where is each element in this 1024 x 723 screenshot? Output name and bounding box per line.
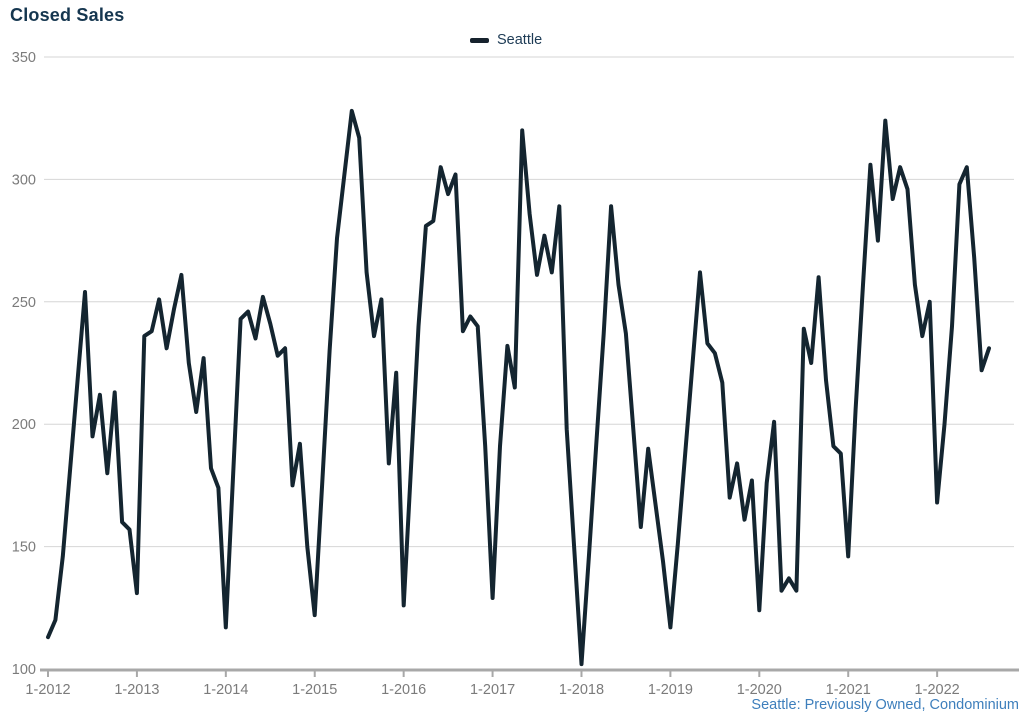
y-axis-label: 150 — [12, 540, 36, 556]
x-axis-label: 1-2014 — [203, 682, 248, 698]
y-axis-label: 350 — [12, 50, 36, 66]
x-axis-label: 1-2015 — [292, 682, 337, 698]
seattle-series-line — [46, 108, 991, 667]
x-axis-label: 1-2020 — [737, 682, 782, 698]
line-swatch-icon — [470, 37, 489, 43]
x-axis-label: 1-2017 — [470, 682, 515, 698]
x-axis-label: 1-2012 — [25, 682, 70, 698]
x-axis-label: 1-2019 — [648, 682, 693, 698]
page-title: Closed Sales — [10, 5, 125, 25]
y-axis-label: 100 — [12, 662, 36, 678]
x-axis-label: 1-2021 — [826, 682, 871, 698]
y-axis-label: 250 — [12, 295, 36, 311]
y-axis-label: 200 — [12, 417, 36, 433]
legend-item-seattle[interactable]: Seattle — [470, 32, 542, 48]
x-axis-label: 1-2018 — [559, 682, 604, 698]
x-axis-label: 1-2016 — [381, 682, 426, 698]
legend-label: Seattle — [497, 32, 543, 48]
x-axis-label: 1-2013 — [114, 682, 159, 698]
x-axis-label: 1-2022 — [915, 682, 960, 698]
y-axis-label: 300 — [12, 172, 36, 188]
chart-footnote: Seattle: Previously Owned, Condominium — [751, 697, 1019, 713]
